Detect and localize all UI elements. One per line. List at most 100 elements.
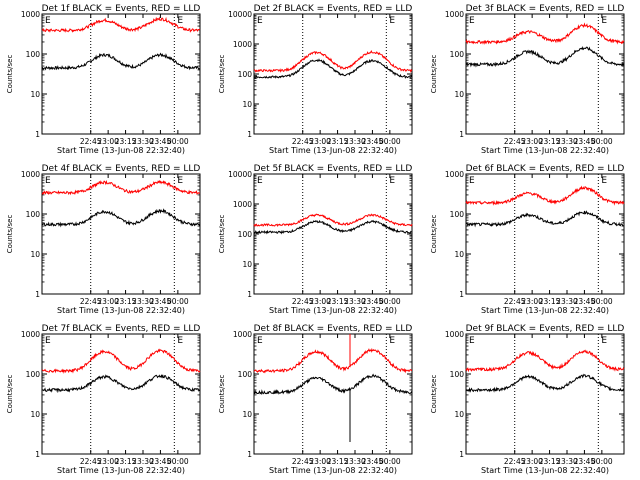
plot-frame <box>465 13 625 135</box>
event-marker: E <box>177 336 183 346</box>
y-tick-label: 10 <box>242 100 252 109</box>
event-marker: E <box>469 336 475 346</box>
y-axis-label: Counts/sec <box>218 375 226 414</box>
x-tick-label: 23:30 <box>132 297 154 306</box>
y-tick-label: 1000 <box>21 330 40 339</box>
y-tick-label: 1000 <box>21 10 40 19</box>
chart-panel-9: Det 9f BLACK = Events, RED = LLD Counts/s… <box>430 324 625 475</box>
plot-frame <box>253 333 413 455</box>
x-tick-label: 00:00 <box>379 137 401 146</box>
x-tick-label: 23:30 <box>556 297 578 306</box>
x-axis-label: Start Time (13-Jun-08 22:32:40) <box>269 306 397 315</box>
x-tick-label: 23:15 <box>327 137 349 146</box>
plot-frame <box>41 13 201 135</box>
x-tick-label: 23:00 <box>521 457 543 466</box>
x-tick-label: 00:00 <box>167 297 189 306</box>
y-tick-label: 100 <box>238 230 253 239</box>
event-marker: E <box>257 176 263 186</box>
y-tick-label: 1 <box>35 450 40 459</box>
y-tick-label: 1 <box>459 290 464 299</box>
y-axis-label: Counts/sec <box>430 215 438 254</box>
events-series-line <box>41 52 201 71</box>
x-tick-label: 00:00 <box>591 457 613 466</box>
y-tick-label: 10 <box>30 90 40 99</box>
y-tick-label: 10 <box>454 90 464 99</box>
y-tick-label: 1 <box>459 130 464 139</box>
x-tick-label: 23:15 <box>327 457 349 466</box>
x-tick-label: 23:15 <box>115 297 137 306</box>
events-series-line <box>253 219 413 235</box>
x-tick-label: 22:45 <box>80 297 102 306</box>
event-marker: E <box>601 16 607 26</box>
event-marker: E <box>389 16 395 26</box>
y-tick-label: 100 <box>238 70 253 79</box>
y-tick-label: 1 <box>247 290 252 299</box>
y-tick-label: 1000 <box>445 10 464 19</box>
lld-series-line <box>465 22 625 45</box>
x-tick-label: 22:45 <box>504 457 526 466</box>
y-tick-label: 1000 <box>445 170 464 179</box>
chart-panel-8: Det 8f BLACK = Events, RED = LLD Counts/s… <box>218 324 413 475</box>
x-axis-label: Start Time (13-Jun-08 22:32:40) <box>269 146 397 155</box>
y-axis-label: Counts/sec <box>6 55 14 94</box>
x-tick-label: 23:30 <box>132 457 154 466</box>
y-tick-label: 100 <box>238 370 253 379</box>
y-tick-label: 10 <box>454 410 464 419</box>
event-marker: E <box>469 16 475 26</box>
y-tick-label: 10000 <box>228 170 252 179</box>
event-marker: E <box>177 176 183 186</box>
events-series-line <box>41 208 201 228</box>
y-tick-label: 1 <box>247 130 252 139</box>
y-tick-label: 100 <box>26 370 41 379</box>
y-tick-label: 100 <box>26 50 41 59</box>
x-tick-label: 23:15 <box>539 457 561 466</box>
event-marker: E <box>177 16 183 26</box>
x-tick-label: 23:45 <box>362 297 384 306</box>
x-tick-label: 23:45 <box>362 137 384 146</box>
lld-series-line <box>41 179 201 196</box>
event-marker: E <box>45 16 51 26</box>
x-tick-label: 23:00 <box>521 137 543 146</box>
events-series-line <box>253 373 413 442</box>
x-tick-label: 23:30 <box>132 137 154 146</box>
chart-title: Det 4f BLACK = Events, RED = LLD <box>42 164 201 174</box>
chart-panel-6: Det 6f BLACK = Events, RED = LLD Counts/s… <box>430 164 625 315</box>
x-tick-label: 00:00 <box>167 457 189 466</box>
y-tick-label: 1000 <box>233 200 252 209</box>
plot-frame <box>41 333 201 455</box>
chart-panel-1: Det 1f BLACK = Events, RED = LLD Counts/s… <box>6 4 201 155</box>
event-marker: E <box>257 16 263 26</box>
x-axis-label: Start Time (13-Jun-08 22:32:40) <box>269 466 397 475</box>
x-tick-label: 23:45 <box>574 297 596 306</box>
chart-title: Det 7f BLACK = Events, RED = LLD <box>42 324 201 334</box>
x-tick-label: 22:45 <box>292 297 314 306</box>
y-axis-label: Counts/sec <box>218 55 226 94</box>
x-tick-label: 23:45 <box>150 137 172 146</box>
x-tick-label: 23:15 <box>115 457 137 466</box>
event-marker: E <box>257 336 263 346</box>
plot-frame <box>465 333 625 455</box>
event-marker: E <box>45 336 51 346</box>
lld-series-line <box>41 16 201 33</box>
events-series-line <box>465 210 625 228</box>
x-tick-label: 23:00 <box>521 297 543 306</box>
chart-title: Det 8f BLACK = Events, RED = LLD <box>254 324 413 334</box>
chart-panel-3: Det 3f BLACK = Events, RED = LLD Counts/s… <box>430 4 625 155</box>
event-marker: E <box>45 176 51 186</box>
y-tick-label: 10 <box>30 410 40 419</box>
y-axis-label: Counts/sec <box>6 375 14 414</box>
x-tick-label: 00:00 <box>591 137 613 146</box>
x-tick-label: 00:00 <box>591 297 613 306</box>
y-tick-label: 10 <box>30 250 40 259</box>
x-tick-label: 23:45 <box>574 457 596 466</box>
y-tick-label: 1 <box>35 290 40 299</box>
plot-frame <box>41 173 201 295</box>
x-axis-label: Start Time (13-Jun-08 22:32:40) <box>481 466 609 475</box>
lld-series-line <box>465 349 625 373</box>
y-tick-label: 100 <box>450 370 465 379</box>
x-tick-label: 22:45 <box>504 297 526 306</box>
plot-frame <box>465 173 625 295</box>
x-tick-label: 22:45 <box>504 137 526 146</box>
x-tick-label: 23:45 <box>150 457 172 466</box>
